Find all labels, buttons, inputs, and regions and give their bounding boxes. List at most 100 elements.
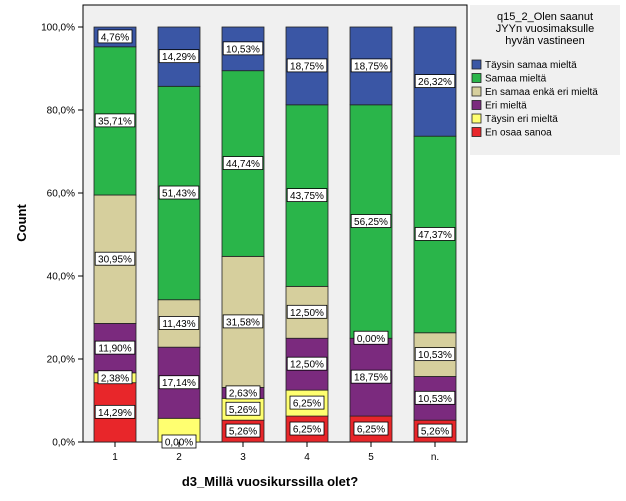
data-label-box — [350, 369, 392, 384]
data-label-box — [94, 340, 136, 355]
data-label-box — [94, 113, 136, 128]
data-label: 47,37% — [418, 230, 452, 241]
data-label-box — [286, 356, 328, 371]
data-label: 11,90% — [98, 344, 131, 355]
data-label: 10,53% — [226, 44, 260, 55]
x-tick-label: 1 — [112, 452, 118, 463]
data-label: 2,63% — [229, 388, 257, 399]
data-label: 4,76% — [101, 32, 129, 43]
data-label-box — [225, 401, 261, 416]
x-tick-label: 3 — [240, 452, 246, 463]
data-label-box — [289, 421, 325, 436]
legend-swatch — [471, 100, 482, 110]
data-label: 30,95% — [98, 255, 132, 266]
data-label-box — [286, 304, 328, 319]
legend-title: hyvän vastineen — [505, 35, 585, 47]
data-label: 31,58% — [226, 317, 260, 328]
data-label: 51,43% — [162, 189, 196, 200]
x-tick-label: 2 — [176, 452, 182, 463]
data-label-box — [158, 375, 200, 390]
data-label: 18,75% — [354, 373, 388, 384]
legend-entry: Täysin eri mieltä — [485, 114, 558, 125]
data-label: 12,50% — [290, 308, 324, 319]
data-label-box — [158, 316, 200, 330]
y-tick-label: 100,0% — [41, 23, 75, 34]
data-label: 26,32% — [418, 77, 452, 88]
y-axis-title: Count — [14, 204, 29, 242]
legend-entry: Samaa mieltä — [485, 74, 547, 85]
legend-swatch — [471, 86, 482, 97]
data-label-box — [161, 434, 197, 449]
data-label: 14,29% — [162, 52, 196, 63]
data-label-box — [222, 41, 264, 56]
data-label-box — [94, 404, 136, 419]
data-label: 18,75% — [290, 61, 324, 72]
data-label-box — [158, 49, 200, 64]
data-label: 18,75% — [354, 61, 388, 72]
x-axis-title: d3_Millä vuosikurssilla olet? — [182, 474, 358, 489]
data-label-box — [353, 330, 389, 345]
data-label-box — [414, 227, 456, 241]
data-label: 11,43% — [162, 319, 195, 330]
y-tick-label: 20,0% — [47, 355, 75, 366]
data-label-box — [350, 214, 392, 228]
data-label-box — [289, 395, 325, 410]
data-label: 10,53% — [418, 350, 452, 361]
data-label-box — [94, 251, 136, 266]
x-tick-label: 5 — [368, 452, 374, 463]
data-label: 5,26% — [229, 405, 257, 416]
bars-group: 14,29% 2,38% 11,90% 30,95% 35,71% 4,76% 0,00% 1… — [93, 26, 457, 449]
legend-entry: Eri mieltä — [485, 101, 527, 112]
data-label-box — [414, 74, 456, 88]
data-label-box — [225, 423, 261, 438]
x-tick-label: 4 — [304, 452, 310, 463]
legend-swatch — [471, 113, 482, 124]
data-label-box — [158, 185, 200, 200]
data-label: 14,29% — [98, 408, 132, 419]
data-label-box — [97, 29, 133, 44]
data-label-box — [97, 370, 133, 385]
x-tick-label: n. — [431, 452, 439, 463]
data-label-box — [417, 423, 453, 438]
data-label: 35,71% — [98, 116, 132, 127]
data-label: 43,75% — [290, 191, 324, 202]
y-tick-label: 40,0% — [47, 272, 75, 283]
data-label-box — [222, 156, 264, 170]
y-tick-label: 60,0% — [47, 189, 75, 200]
data-label: 44,74% — [226, 159, 260, 170]
data-label: 56,25% — [354, 217, 388, 228]
data-label-box — [222, 314, 264, 329]
legend-swatch — [471, 127, 482, 137]
data-label-box — [353, 421, 389, 436]
data-label-box — [414, 390, 456, 405]
data-label: 6,25% — [357, 425, 385, 436]
y-tick-label: 80,0% — [47, 106, 75, 117]
data-label-box — [414, 347, 456, 362]
data-label: 10,53% — [418, 394, 452, 405]
data-labels: 14,29% 2,38% 11,90% 30,95% 35,71% 4,76% 0,00% 1… — [94, 29, 456, 449]
legend-entry: En osaa sanoa — [485, 128, 552, 139]
data-label: 5,26% — [229, 427, 257, 438]
legend-title: q15_2_Olen saanut — [497, 11, 593, 23]
data-label: 2,38% — [101, 373, 129, 384]
data-label-box — [225, 385, 261, 400]
y-axis: 0,0% 20,0% 40,0% 60,0% 80,0% 100,0% — [41, 23, 83, 449]
data-label: 6,25% — [293, 399, 321, 410]
legend-entry: En samaa enkä eri mieltä — [485, 87, 598, 98]
data-label-box — [350, 58, 392, 73]
data-label: 5,26% — [421, 427, 449, 438]
y-tick-label: 0,0% — [52, 438, 75, 449]
plot-area — [82, 4, 468, 443]
data-label: 12,50% — [290, 360, 324, 371]
legend-entry: Täysin samaa mieltä — [485, 60, 577, 71]
legend-swatch — [471, 59, 482, 70]
data-label: 17,14% — [162, 378, 196, 389]
data-label-box — [286, 188, 328, 202]
data-label-box — [286, 58, 328, 73]
data-label: 6,25% — [293, 425, 321, 436]
data-label: 0,00% — [357, 334, 385, 345]
legend-title: JYYn vuosimaksulle — [496, 23, 594, 35]
legend-box — [470, 5, 620, 155]
